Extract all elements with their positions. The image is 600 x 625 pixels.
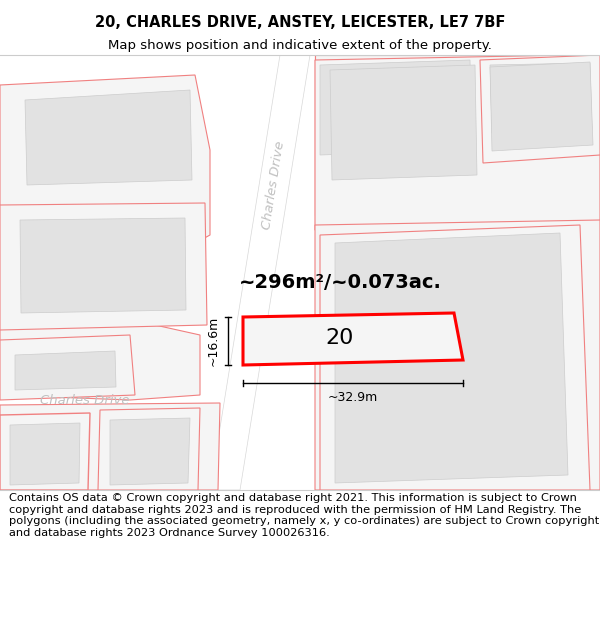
- Polygon shape: [335, 233, 568, 483]
- Polygon shape: [320, 60, 472, 155]
- Polygon shape: [15, 351, 116, 390]
- Text: Charles Drive: Charles Drive: [260, 140, 287, 230]
- Text: 20: 20: [326, 328, 354, 348]
- Polygon shape: [315, 55, 600, 215]
- Polygon shape: [0, 335, 135, 400]
- Polygon shape: [0, 403, 220, 490]
- Polygon shape: [315, 55, 600, 225]
- Text: Map shows position and indicative extent of the property.: Map shows position and indicative extent…: [108, 39, 492, 51]
- Text: Charles Drive: Charles Drive: [40, 394, 130, 406]
- Text: Contains OS data © Crown copyright and database right 2021. This information is : Contains OS data © Crown copyright and d…: [9, 493, 599, 538]
- Polygon shape: [0, 203, 207, 330]
- Polygon shape: [98, 408, 200, 490]
- Text: ~32.9m: ~32.9m: [328, 391, 378, 404]
- Polygon shape: [315, 55, 600, 235]
- Polygon shape: [480, 55, 600, 163]
- Polygon shape: [25, 90, 192, 185]
- Text: 20, CHARLES DRIVE, ANSTEY, LEICESTER, LE7 7BF: 20, CHARLES DRIVE, ANSTEY, LEICESTER, LE…: [95, 15, 505, 30]
- Polygon shape: [10, 423, 80, 485]
- Polygon shape: [490, 62, 593, 151]
- Polygon shape: [320, 225, 590, 490]
- Polygon shape: [20, 218, 186, 313]
- Polygon shape: [0, 75, 210, 400]
- Polygon shape: [110, 418, 190, 485]
- Polygon shape: [490, 63, 592, 133]
- Polygon shape: [330, 65, 477, 180]
- Text: ~16.6m: ~16.6m: [207, 316, 220, 366]
- Polygon shape: [243, 313, 463, 365]
- Polygon shape: [315, 220, 600, 490]
- Polygon shape: [0, 413, 90, 490]
- Text: ~296m²/~0.073ac.: ~296m²/~0.073ac.: [239, 274, 442, 292]
- Polygon shape: [210, 55, 310, 490]
